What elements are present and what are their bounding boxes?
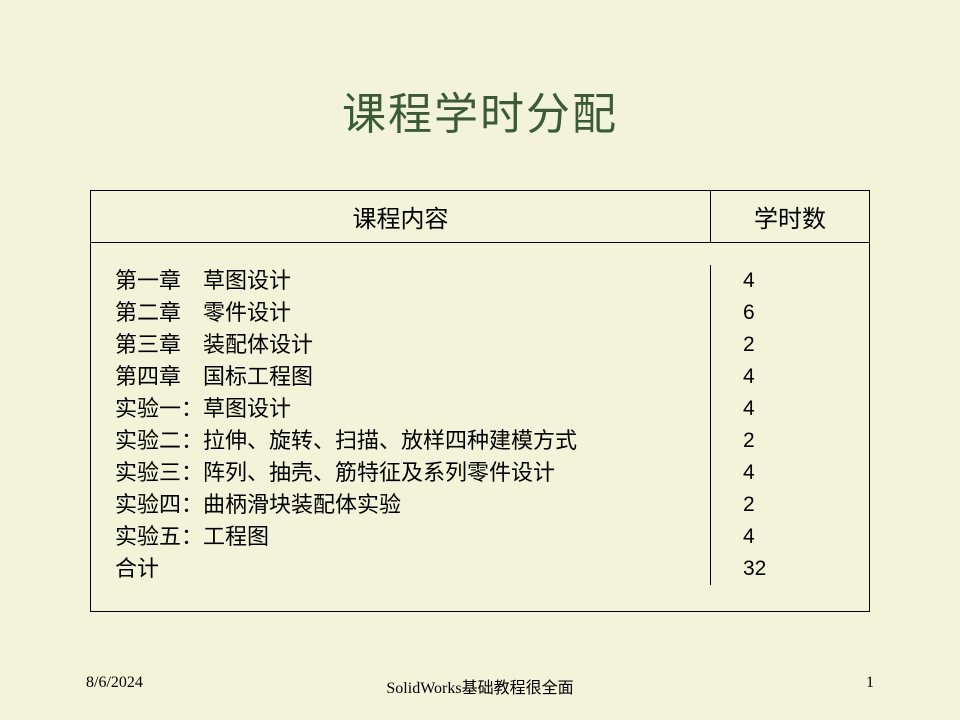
table-row: 4 bbox=[743, 361, 869, 393]
table-header-row: 课程内容 学时数 bbox=[91, 191, 869, 243]
header-content: 课程内容 bbox=[91, 191, 711, 242]
table-row: 4 bbox=[743, 521, 869, 553]
header-hours: 学时数 bbox=[711, 191, 869, 242]
table-row: 2 bbox=[743, 329, 869, 361]
table-row: 第二章 零件设计 bbox=[115, 297, 710, 329]
table-row: 实验二：拉伸、旋转、扫描、放样四种建模方式 bbox=[115, 425, 710, 457]
table-row: 第三章 装配体设计 bbox=[115, 329, 710, 361]
table-row: 合计 bbox=[115, 553, 710, 585]
table-row: 实验一：草图设计 bbox=[115, 393, 710, 425]
table-row: 实验五：工程图 bbox=[115, 521, 710, 553]
table-row: 4 bbox=[743, 393, 869, 425]
footer-date: 8/6/2024 bbox=[86, 674, 143, 692]
table-row: 32 bbox=[743, 553, 869, 585]
slide-footer: 8/6/2024 SolidWorks基础教程很全面 1 bbox=[0, 674, 960, 698]
table-row: 实验四：曲柄滑块装配体实验 bbox=[115, 489, 710, 521]
footer-title: SolidWorks基础教程很全面 bbox=[0, 674, 960, 698]
slide: 课程学时分配 课程内容 学时数 第一章 草图设计 第二章 零件设计 第三章 装配… bbox=[0, 0, 960, 720]
table-row: 4 bbox=[743, 265, 869, 297]
page-title: 课程学时分配 bbox=[0, 78, 960, 142]
hours-table: 课程内容 学时数 第一章 草图设计 第二章 零件设计 第三章 装配体设计 第四章… bbox=[90, 190, 870, 612]
table-row: 2 bbox=[743, 425, 869, 457]
table-row: 实验三：阵列、抽壳、筋特征及系列零件设计 bbox=[115, 457, 710, 489]
table-row: 2 bbox=[743, 489, 869, 521]
table-body: 第一章 草图设计 第二章 零件设计 第三章 装配体设计 第四章 国标工程图 实验… bbox=[91, 243, 869, 611]
table-row: 第四章 国标工程图 bbox=[115, 361, 710, 393]
hours-column: 4 6 2 4 4 2 4 2 4 32 bbox=[711, 265, 869, 585]
table-row: 4 bbox=[743, 457, 869, 489]
table-row: 6 bbox=[743, 297, 869, 329]
table-row: 第一章 草图设计 bbox=[115, 265, 710, 297]
content-column: 第一章 草图设计 第二章 零件设计 第三章 装配体设计 第四章 国标工程图 实验… bbox=[91, 265, 711, 585]
footer-page-number: 1 bbox=[866, 674, 874, 692]
